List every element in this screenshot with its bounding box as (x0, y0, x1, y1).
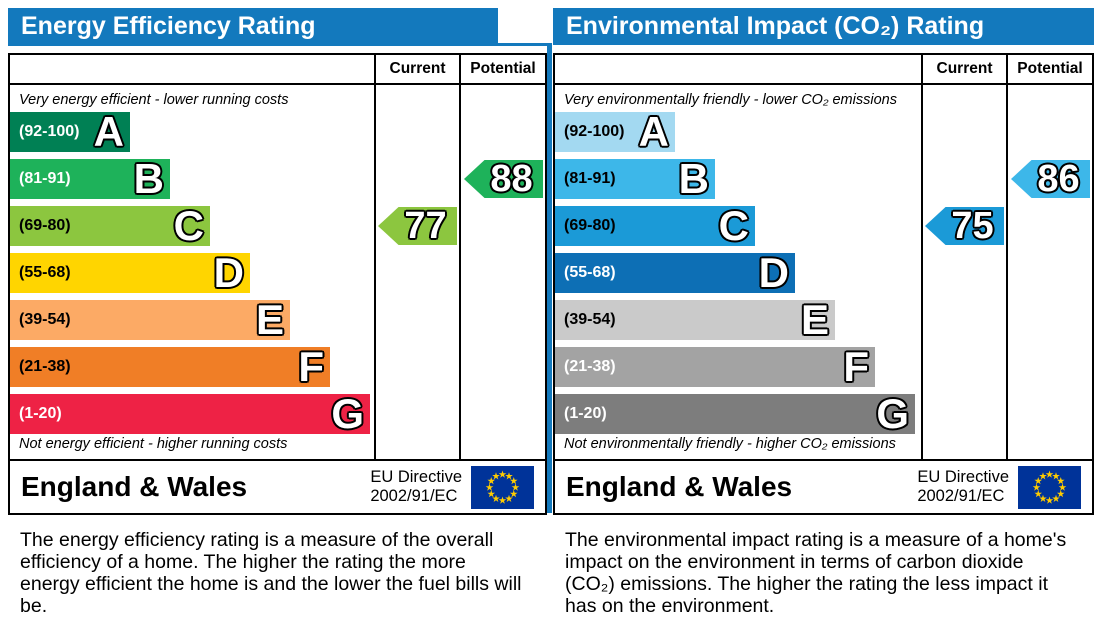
band-d: (55-68) D (555, 249, 795, 296)
bottom-caption: Not energy efficient - higher running co… (19, 436, 288, 452)
band-range-label: (69-80) (564, 217, 616, 234)
band-letter: C (718, 202, 749, 249)
band-letter: E (800, 296, 829, 343)
top-caption: Very environmentally friendly - lower CO… (564, 92, 897, 108)
current-rating-arrow: 75 (925, 207, 1004, 245)
current-column-header: Current (921, 55, 1006, 83)
eu-flag-icon (1018, 465, 1081, 509)
band-range-label: (92-100) (564, 123, 625, 140)
potential-column-header: Potential (459, 55, 545, 83)
energy-rating-description: The energy efficiency rating is a measur… (20, 529, 522, 617)
band-b: (81-91) B (555, 155, 715, 202)
potential-rating-arrow: 88 (464, 160, 543, 198)
band-d: (55-68) D (10, 249, 250, 296)
band-range-label: (21-38) (19, 358, 71, 375)
band-f: (21-38) F (555, 343, 875, 390)
environmental-impact-panel: Environmental Impact (CO₂) Rating Curren… (553, 8, 1094, 617)
band-range-label: (39-54) (564, 311, 616, 328)
ratings-column-spacer (10, 55, 374, 83)
eu-directive-line2: 2002/91/EC (917, 487, 1005, 505)
band-letter: G (876, 390, 909, 437)
band-c: (69-80) C (10, 202, 210, 249)
energy-panel-title: Energy Efficiency Rating (8, 8, 498, 45)
potential-value-cell: 88 (459, 85, 545, 459)
potential-rating-value: 88 (490, 158, 533, 200)
band-range-label: (81-91) (19, 170, 71, 187)
current-column-header: Current (374, 55, 459, 83)
eu-directive-line1: EU Directive (917, 468, 1009, 487)
band-letter: C (173, 202, 204, 249)
rating-bands-cell: Very environmentally friendly - lower CO… (555, 85, 921, 459)
band-letter: F (298, 343, 324, 390)
current-rating-value: 75 (951, 205, 994, 247)
band-range-label: (55-68) (564, 264, 616, 281)
band-letter: B (133, 155, 164, 202)
band-g: (1-20) G (10, 390, 370, 437)
environmental-panel-title: Environmental Impact (CO₂) Rating (553, 8, 1094, 45)
bottom-caption: Not environmentally friendly - higher CO… (564, 436, 896, 452)
band-letter: A (93, 108, 124, 155)
ratings-column-spacer (555, 55, 921, 83)
environmental-rating-description: The environmental impact rating is a mea… (565, 529, 1067, 617)
band-range-label: (92-100) (19, 123, 80, 140)
rating-chart-area: Very environmentally friendly - lower CO… (555, 85, 1092, 459)
band-c: (69-80) C (555, 202, 755, 249)
table-footer: England & Wales EU Directive 2002/91/EC (10, 459, 545, 513)
band-e: (39-54) E (10, 296, 290, 343)
eu-directive-label: EU Directive 2002/91/EC (917, 468, 1009, 506)
band-letter: G (331, 390, 364, 437)
eu-directive-line2: 2002/91/EC (370, 487, 458, 505)
rating-chart-area: Very energy efficient - lower running co… (10, 85, 545, 459)
band-g: (1-20) G (555, 390, 915, 437)
band-a: (92-100) A (10, 108, 130, 155)
top-caption: Very energy efficient - lower running co… (19, 92, 289, 108)
potential-rating-arrow: 86 (1011, 160, 1090, 198)
band-range-label: (39-54) (19, 311, 71, 328)
region-label: England & Wales (566, 471, 793, 502)
current-rating-arrow: 77 (378, 207, 457, 245)
potential-value-cell: 86 (1006, 85, 1092, 459)
eu-directive-label: EU Directive 2002/91/EC (370, 468, 462, 506)
column-header-row: Current Potential (10, 55, 545, 85)
eu-directive-line1: EU Directive (370, 468, 462, 487)
band-range-label: (1-20) (564, 405, 607, 422)
column-header-row: Current Potential (555, 55, 1092, 85)
band-range-label: (69-80) (19, 217, 71, 234)
band-range-label: (81-91) (564, 170, 616, 187)
band-b: (81-91) B (10, 155, 170, 202)
region-label: England & Wales (21, 471, 248, 502)
eu-flag-icon (471, 465, 534, 509)
current-value-cell: 75 (921, 85, 1006, 459)
band-letter: D (758, 249, 789, 296)
band-letter: E (255, 296, 284, 343)
panel-divider-line (547, 43, 552, 513)
band-letter: D (213, 249, 244, 296)
energy-efficiency-panel: Energy Efficiency Rating Current Potenti… (8, 8, 547, 617)
band-letter: F (843, 343, 869, 390)
band-range-label: (55-68) (19, 264, 71, 281)
table-footer: England & Wales EU Directive 2002/91/EC (555, 459, 1092, 513)
band-letter: B (678, 155, 709, 202)
current-rating-value: 77 (404, 205, 447, 247)
rating-bands-cell: Very energy efficient - lower running co… (10, 85, 374, 459)
potential-column-header: Potential (1006, 55, 1092, 83)
band-range-label: (21-38) (564, 358, 616, 375)
potential-rating-value: 86 (1037, 158, 1080, 200)
band-letter: A (638, 108, 669, 155)
band-e: (39-54) E (555, 296, 835, 343)
band-f: (21-38) F (10, 343, 330, 390)
band-a: (92-100) A (555, 108, 675, 155)
environmental-rating-table: Current Potential Very environmentally f… (553, 53, 1094, 515)
energy-rating-table: Current Potential Very energy efficient … (8, 53, 547, 515)
band-range-label: (1-20) (19, 405, 62, 422)
current-value-cell: 77 (374, 85, 459, 459)
